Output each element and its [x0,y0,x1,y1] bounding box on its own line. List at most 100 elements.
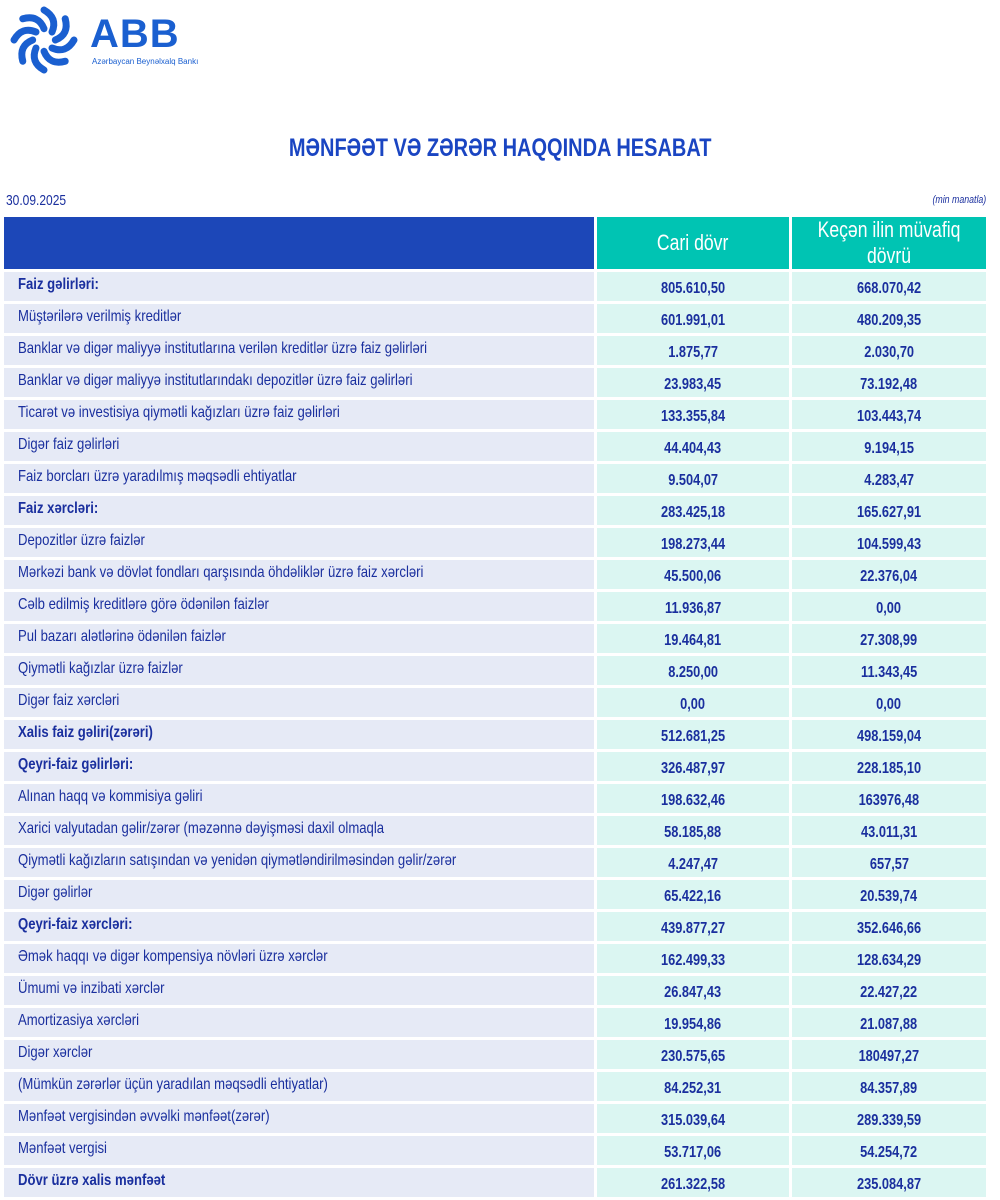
row-previous-value: 22.376,04 [792,560,986,589]
row-current-value: 230.575,65 [597,1040,789,1069]
row-current-value: 601.991,01 [597,304,789,333]
table-row: Xalis faiz gəliri(zərəri) 512.681,25 498… [4,720,986,749]
row-previous-value: 11.343,45 [792,656,986,685]
row-previous-value: 180497,27 [792,1040,986,1069]
row-current-value: 326.487,97 [597,752,789,781]
row-label: Faiz gəlirləri: [4,272,594,301]
table-row: Qiymətli kağızların satışından və yenidə… [4,848,986,877]
row-current-value: 8.250,00 [597,656,789,685]
row-previous-value: 228.185,10 [792,752,986,781]
page-title: MƏNFƏƏT VƏ ZƏRƏR HAQQINDA HESABAT [288,134,712,162]
row-current-value: 4.247,47 [597,848,789,877]
row-previous-value: 235.084,87 [792,1168,986,1197]
row-previous-value: 0,00 [792,688,986,717]
row-current-value: 439.877,27 [597,912,789,941]
row-label: Dövr üzrə xalis mənfəət [4,1168,594,1197]
row-current-value: 19.954,86 [597,1008,789,1037]
table-row: Qeyri-faiz xərcləri: 439.877,27 352.646,… [4,912,986,941]
row-label: Alınan haqq və kommisiya gəliri [4,784,594,813]
row-label: Ticarət və investisiya qiymətli kağızlar… [4,400,594,429]
table-row: Qiymətli kağızlar üzrə faizlər 8.250,00 … [4,656,986,685]
row-current-value: 84.252,31 [597,1072,789,1101]
table-row: (Mümkün zərərlər üçün yaradılan məqsədli… [4,1072,986,1101]
table-row: Banklar və digər maliyyə institutlarında… [4,368,986,397]
row-label: Banklar və digər maliyyə institutlarına … [4,336,594,365]
table-row: Ümumi və inzibati xərclər 26.847,43 22.4… [4,976,986,1005]
table-header: Cari dövr Keçən ilin müvafiq dövrü [4,217,986,269]
row-previous-value: 163976,48 [792,784,986,813]
row-current-value: 23.983,45 [597,368,789,397]
row-label: Mənfəət vergisindən əvvəlki mənfəət(zərə… [4,1104,594,1133]
row-label: Qeyri-faiz gəlirləri: [4,752,594,781]
table-row: Faiz xərcləri: 283.425,18 165.627,91 [4,496,986,525]
row-previous-value: 165.627,91 [792,496,986,525]
row-label: Mərkəzi bank və dövlət fondları qarşısın… [4,560,594,589]
row-previous-value: 22.427,22 [792,976,986,1005]
table-row: Mənfəət vergisindən əvvəlki mənfəət(zərə… [4,1104,986,1133]
row-previous-value: 54.254,72 [792,1136,986,1165]
row-label: Xarici valyutadan gəlir/zərər (məzənnə d… [4,816,594,845]
row-label: Digər faiz xərcləri [4,688,594,717]
table-row: Cəlb edilmiş kreditlərə görə ödənilən fa… [4,592,986,621]
table-row: Faiz borcları üzrə yaradılmış məqsədli e… [4,464,986,493]
table-row: Xarici valyutadan gəlir/zərər (məzənnə d… [4,816,986,845]
row-label: Faiz xərcləri: [4,496,594,525]
row-previous-value: 27.308,99 [792,624,986,653]
row-previous-value: 2.030,70 [792,336,986,365]
row-current-value: 512.681,25 [597,720,789,749]
abb-logo: ABB Azərbaycan Beynəlxalq Bankı [4,2,198,78]
table-row: Alınan haqq və kommisiya gəliri 198.632,… [4,784,986,813]
row-label: Qiymətli kağızlar üzrə faizlər [4,656,594,685]
table-row: Dövr üzrə xalis mənfəət 261.322,58 235.0… [4,1168,986,1197]
table-row: Pul bazarı alətlərinə ödənilən faizlər 1… [4,624,986,653]
row-previous-value: 84.357,89 [792,1072,986,1101]
row-previous-value: 498.159,04 [792,720,986,749]
row-label: Faiz borcları üzrə yaradılmış məqsədli e… [4,464,594,493]
row-previous-value: 43.011,31 [792,816,986,845]
row-label: Qeyri-faiz xərcləri: [4,912,594,941]
row-label: Digər xərclər [4,1040,594,1069]
row-current-value: 198.273,44 [597,528,789,557]
row-previous-value: 657,57 [792,848,986,877]
row-current-value: 65.422,16 [597,880,789,909]
row-label: Digər gəlirlər [4,880,594,909]
abb-logo-mark-icon [10,6,78,74]
row-label: (Mümkün zərərlər üçün yaradılan məqsədli… [4,1072,594,1101]
table-row: Digər xərclər 230.575,65 180497,27 [4,1040,986,1069]
table-row: Əmək haqqı və digər kompensiya növləri ü… [4,944,986,973]
table-row: Digər faiz gəlirləri 44.404,43 9.194,15 [4,432,986,461]
row-label: Cəlb edilmiş kreditlərə görə ödənilən fa… [4,592,594,621]
row-current-value: 45.500,06 [597,560,789,589]
row-label: Pul bazarı alətlərinə ödənilən faizlər [4,624,594,653]
unit-note: (min manatla) [932,194,986,206]
row-label: Amortizasiya xərcləri [4,1008,594,1037]
header-label [4,217,594,269]
row-current-value: 133.355,84 [597,400,789,429]
logo-name: ABB [90,12,180,56]
row-current-value: 9.504,07 [597,464,789,493]
row-previous-value: 480.209,35 [792,304,986,333]
row-previous-value: 668.070,42 [792,272,986,301]
table-row: Qeyri-faiz gəlirləri: 326.487,97 228.185… [4,752,986,781]
row-current-value: 11.936,87 [597,592,789,621]
table-row: Digər faiz xərcləri 0,00 0,00 [4,688,986,717]
table-row: Depozitlər üzrə faizlər 198.273,44 104.5… [4,528,986,557]
table-row: Mənfəət vergisi 53.717,06 54.254,72 [4,1136,986,1165]
row-current-value: 283.425,18 [597,496,789,525]
report-date: 30.09.2025 [6,192,67,209]
row-previous-value: 4.283,47 [792,464,986,493]
row-previous-value: 103.443,74 [792,400,986,429]
row-previous-value: 0,00 [792,592,986,621]
row-current-value: 805.610,50 [597,272,789,301]
table-row: Mərkəzi bank və dövlət fondları qarşısın… [4,560,986,589]
row-label: Müştərilərə verilmiş kreditlər [4,304,594,333]
row-label: Qiymətli kağızların satışından və yenidə… [4,848,594,877]
row-previous-value: 9.194,15 [792,432,986,461]
table-row: Amortizasiya xərcləri 19.954,86 21.087,8… [4,1008,986,1037]
row-current-value: 58.185,88 [597,816,789,845]
logo-subtitle: Azərbaycan Beynəlxalq Bankı [92,57,199,66]
row-label: Əmək haqqı və digər kompensiya növləri ü… [4,944,594,973]
row-current-value: 0,00 [597,688,789,717]
row-current-value: 26.847,43 [597,976,789,1005]
row-current-value: 53.717,06 [597,1136,789,1165]
